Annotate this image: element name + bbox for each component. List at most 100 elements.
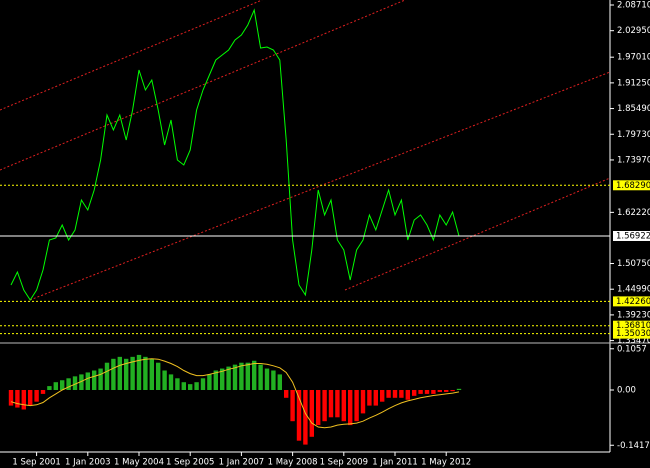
histogram-bar <box>53 382 58 390</box>
histogram-bar <box>143 356 148 390</box>
histogram-bar <box>66 378 71 390</box>
histogram-bar <box>181 382 186 390</box>
histogram-bar <box>220 368 225 390</box>
histogram-bar <box>117 356 122 390</box>
level-label-box <box>613 320 650 331</box>
histogram-bar <box>405 389 410 400</box>
histogram-bar <box>213 370 218 390</box>
x-tick-label: 1 Sep 2009 <box>320 458 368 468</box>
level-label: 1.56922 <box>616 231 650 241</box>
histogram-bar <box>149 358 154 390</box>
histogram-bar <box>232 364 238 390</box>
histogram-bar <box>284 389 289 398</box>
histogram-bar <box>79 374 84 390</box>
histogram-bar <box>328 389 334 418</box>
histogram-bar <box>424 389 430 394</box>
histogram-bar <box>456 388 462 390</box>
histogram-bar <box>303 389 308 445</box>
y-tick-label: 1.44990 <box>617 285 650 295</box>
channel-line <box>0 0 263 111</box>
channel-lines <box>0 0 611 301</box>
y-tick-label: 1.39230 <box>617 310 650 320</box>
x-tick-label: 1 May 2012 <box>421 458 471 468</box>
histogram-bar <box>168 374 174 390</box>
histogram-bar <box>92 370 97 390</box>
histogram-bar <box>104 362 110 390</box>
histogram-bar <box>85 372 90 390</box>
level-label: 1.35030 <box>616 329 650 339</box>
histogram-bar <box>444 389 449 392</box>
y-tick-label: 1.62220 <box>617 208 650 218</box>
level-label-box <box>613 230 650 241</box>
histogram-bar <box>130 356 135 390</box>
histogram-bar <box>322 389 327 422</box>
histogram-bar <box>98 368 103 390</box>
histogram-bar <box>316 389 321 426</box>
histogram-bar <box>15 389 20 408</box>
level-label-box <box>613 328 650 339</box>
histogram-bar <box>136 354 142 390</box>
x-tick-label: 1 Jan 2011 <box>372 458 418 468</box>
level-label-box <box>613 180 650 191</box>
histogram-bar <box>8 389 14 406</box>
histogram-bar <box>156 362 161 390</box>
y-tick-label: 0.1057 <box>617 344 647 354</box>
histogram-bar <box>373 389 378 406</box>
histogram-bar <box>188 384 193 390</box>
histogram-bar <box>290 389 295 422</box>
histogram-bar <box>40 389 46 394</box>
y-tick-label: 2.02950 <box>617 26 650 36</box>
histogram-bar <box>348 389 353 426</box>
histogram-bar <box>271 370 276 390</box>
y-tick-label: 1.33470 <box>617 336 650 346</box>
level-label: 1.68290 <box>616 181 650 191</box>
y-tick-label: -0.1417 <box>617 441 650 451</box>
histogram-bar <box>309 389 314 437</box>
y-tick-label: 1.79730 <box>617 130 650 140</box>
histogram-bar <box>354 389 359 422</box>
histogram-bar <box>200 378 206 390</box>
y-tick-label: 1.73970 <box>617 155 650 165</box>
level-label: 1.36810 <box>616 321 650 331</box>
histogram-bar <box>226 366 231 390</box>
y-tick-label: 2.08710 <box>617 0 650 10</box>
y-tick-label: 0.00 <box>617 385 636 395</box>
histogram-bar <box>252 360 257 390</box>
histogram-bar <box>418 389 423 394</box>
histogram-bar <box>207 374 212 390</box>
histogram-bar <box>124 358 129 390</box>
channel-line <box>0 0 406 171</box>
y-tick-label: 1.91250 <box>617 78 650 88</box>
histogram-bar <box>392 389 398 398</box>
x-tick-label: 1 May 2008 <box>268 458 318 468</box>
histogram-bar <box>194 382 199 390</box>
y-tick-label: 1.50750 <box>617 259 650 269</box>
x-tick-label: 1 Jan 2007 <box>219 458 265 468</box>
histogram-bar <box>399 389 404 398</box>
histogram-bar <box>412 389 417 396</box>
signal-line <box>10 358 460 429</box>
histogram-bar <box>21 389 26 410</box>
histogram-bar <box>245 362 250 390</box>
histogram-bar <box>47 386 52 390</box>
y-tick-label: 1.85490 <box>617 104 650 114</box>
histogram-bar <box>341 389 346 422</box>
histogram-bar <box>360 389 366 414</box>
x-tick-label: 1 Sep 2005 <box>166 458 214 468</box>
level-label-box <box>613 296 650 307</box>
histogram-bar <box>72 376 78 390</box>
histogram-bar <box>380 389 385 402</box>
histogram-bar <box>386 389 391 398</box>
histogram-bar <box>450 389 455 392</box>
level-label: 1.42260 <box>616 297 650 307</box>
histogram-bar <box>277 374 282 390</box>
x-tick-label: 1 May 2004 <box>114 458 164 468</box>
y-tick-label: 1.97010 <box>617 53 650 63</box>
histogram-bar <box>335 389 340 418</box>
histogram-bar <box>431 389 436 394</box>
x-tick-label: 1 Jan 2003 <box>65 458 111 468</box>
histogram-bar <box>60 380 65 390</box>
x-tick-label: 1 Sep 2001 <box>12 458 60 468</box>
histogram-bar <box>367 389 372 406</box>
